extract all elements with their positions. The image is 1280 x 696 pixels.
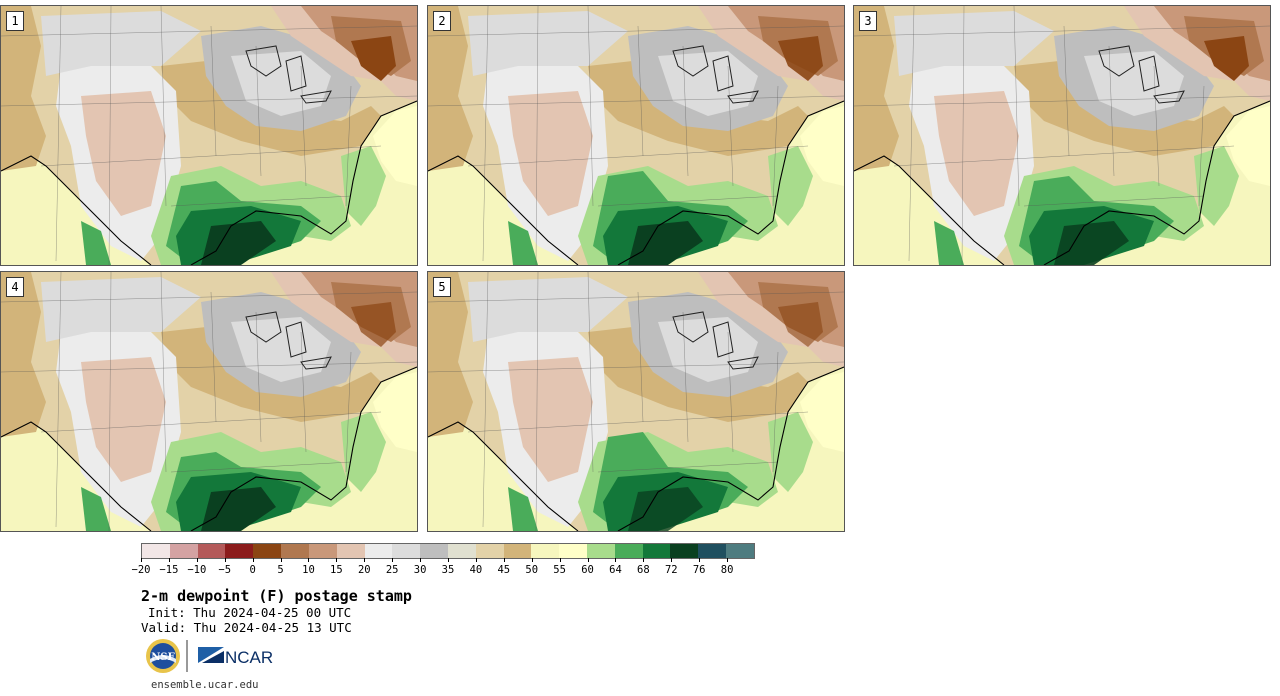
colorbar-tick-label: −10 [187, 564, 207, 576]
valid-time: Valid: Thu 2024-04-25 13 UTC [141, 620, 352, 635]
colorbar-swatch [169, 544, 198, 558]
colorbar [141, 543, 755, 559]
colorbar-swatch [642, 544, 671, 558]
colorbar-tick-label: 0 [249, 564, 256, 576]
map-panel-2: 2 [427, 5, 845, 266]
colorbar-swatch [253, 544, 282, 558]
colorbar-tick-label: 72 [664, 564, 678, 576]
colorbar-tick-label: 55 [553, 564, 566, 576]
colorbar-tick-label: 45 [497, 564, 511, 576]
dewpoint-map [854, 6, 1270, 265]
nsf-logo-text: NSF [151, 652, 174, 663]
member-label: 4 [6, 277, 24, 297]
colorbar-tick-label: 20 [357, 564, 371, 576]
colorbar-tick-label: 15 [330, 564, 343, 576]
member-label: 3 [859, 11, 877, 31]
colorbar-swatch [670, 544, 699, 558]
site-url: ensemble.ucar.edu [151, 679, 259, 691]
colorbar-tick-label: 68 [637, 564, 650, 576]
map-panel-5: 5 [427, 271, 845, 532]
colorbar-tick-label: 60 [581, 564, 594, 576]
colorbar-tick-label: 30 [413, 564, 427, 576]
member-label: 5 [433, 277, 451, 297]
colorbar-swatch [142, 544, 170, 558]
colorbar-tick-label: 64 [609, 564, 622, 576]
map-panel-1: 1 [0, 5, 418, 266]
colorbar-swatch [559, 544, 587, 558]
nsf-logo: NSF [146, 639, 180, 673]
colorbar-swatch [281, 544, 309, 558]
init-time: Init: Thu 2024-04-25 00 UTC [148, 605, 352, 620]
member-label: 2 [433, 11, 451, 31]
colorbar-swatch [225, 544, 254, 558]
colorbar-swatch [475, 544, 504, 558]
colorbar-tick-label: −5 [218, 564, 232, 576]
colorbar-swatch [447, 544, 476, 558]
colorbar-swatch [197, 544, 226, 558]
map-panel-4: 4 [0, 271, 418, 532]
colorbar-tick-label: 25 [385, 564, 399, 576]
member-label: 1 [6, 11, 24, 31]
colorbar-swatch [392, 544, 421, 558]
logos: NSF NCAR [144, 637, 284, 675]
colorbar-swatch [614, 544, 643, 558]
colorbar-swatch [308, 544, 337, 558]
colorbar-tick-label: 10 [302, 564, 315, 576]
colorbar-tick-label: 5 [277, 564, 284, 576]
colorbar-swatch [587, 544, 615, 558]
plot-title: 2-m dewpoint (F) postage stamp [141, 587, 412, 605]
colorbar-swatch [336, 544, 365, 558]
colorbar-ticks: −20 −15 −10 −5 0 5 10 15 20 25 30 35 40 45 50 55 60 64 68 7… [132, 558, 755, 577]
colorbar-tick-label: 80 [720, 564, 734, 576]
colorbar-tick-label: 76 [692, 564, 706, 576]
colorbar-tick-label: 40 [469, 564, 483, 576]
colorbar-tick-label: 50 [525, 564, 539, 576]
colorbar-swatch [531, 544, 560, 558]
colorbar-tick-label: 35 [441, 564, 455, 576]
dewpoint-map [1, 272, 417, 531]
colorbar-swatch [726, 544, 754, 558]
colorbar-swatch [364, 544, 393, 558]
colorbar-swatch [503, 544, 532, 558]
dewpoint-map [428, 272, 844, 531]
colorbar-tick-label: −20 [131, 564, 151, 576]
ncar-logo: NCAR [198, 647, 273, 667]
colorbar-swatch [420, 544, 448, 558]
map-panel-3: 3 [853, 5, 1271, 266]
dewpoint-map [428, 6, 844, 265]
colorbar-tick-label: −15 [159, 564, 179, 576]
ncar-logo-text: NCAR [225, 648, 273, 667]
colorbar-swatch [698, 544, 727, 558]
dewpoint-map [1, 6, 417, 265]
